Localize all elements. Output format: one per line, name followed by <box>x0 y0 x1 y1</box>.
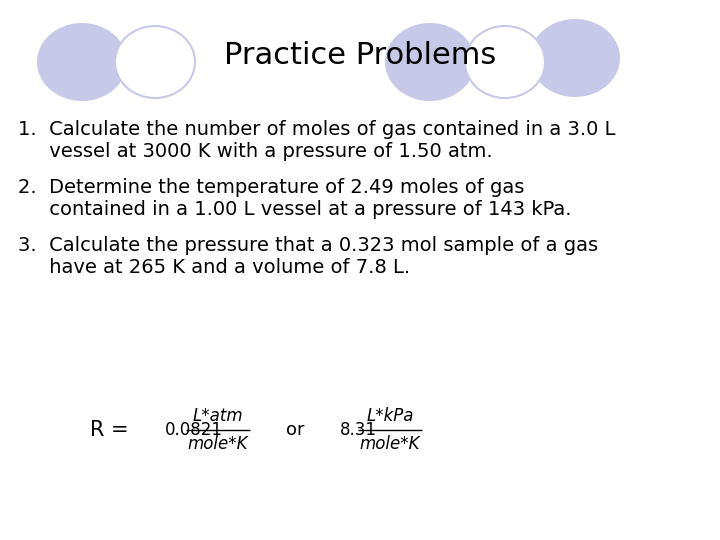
Ellipse shape <box>530 19 620 97</box>
Text: 8.31: 8.31 <box>340 421 377 439</box>
Ellipse shape <box>37 23 127 101</box>
Text: mole*K: mole*K <box>360 435 420 453</box>
Ellipse shape <box>115 26 195 98</box>
Ellipse shape <box>465 26 545 98</box>
Text: or: or <box>286 421 305 439</box>
Text: contained in a 1.00 L vessel at a pressure of 143 kPa.: contained in a 1.00 L vessel at a pressu… <box>18 200 572 219</box>
Text: 3.  Calculate the pressure that a 0.323 mol sample of a gas: 3. Calculate the pressure that a 0.323 m… <box>18 236 598 255</box>
Text: mole*K: mole*K <box>188 435 248 453</box>
Text: have at 265 K and a volume of 7.8 L.: have at 265 K and a volume of 7.8 L. <box>18 258 410 277</box>
Text: 0.0821: 0.0821 <box>165 421 223 439</box>
Text: L*kPa: L*kPa <box>366 407 414 425</box>
Text: vessel at 3000 K with a pressure of 1.50 atm.: vessel at 3000 K with a pressure of 1.50… <box>18 142 492 161</box>
Text: 2.  Determine the temperature of 2.49 moles of gas: 2. Determine the temperature of 2.49 mol… <box>18 178 524 197</box>
Text: L*atm: L*atm <box>193 407 243 425</box>
Text: 1.  Calculate the number of moles of gas contained in a 3.0 L: 1. Calculate the number of moles of gas … <box>18 120 616 139</box>
Text: R =: R = <box>90 420 135 440</box>
Text: Practice Problems: Practice Problems <box>224 40 496 70</box>
Ellipse shape <box>385 23 475 101</box>
